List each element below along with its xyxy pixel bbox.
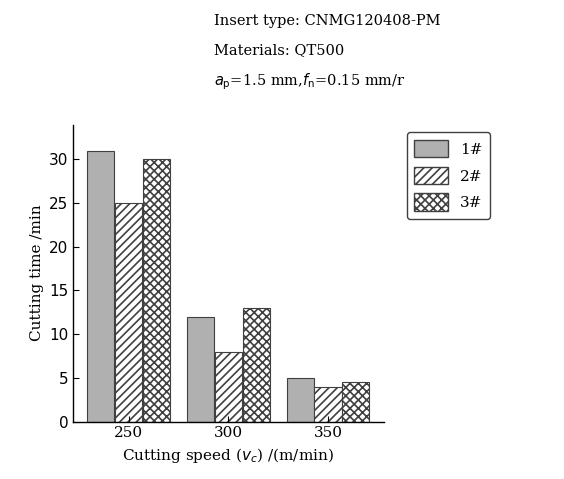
X-axis label: Cutting speed ($v_c$) /(m/min): Cutting speed ($v_c$) /(m/min) xyxy=(122,446,334,465)
Bar xyxy=(215,352,242,422)
Bar xyxy=(87,151,114,422)
Bar xyxy=(315,387,342,422)
Legend: 1#, 2#, 3#: 1#, 2#, 3# xyxy=(407,132,490,219)
Bar xyxy=(115,203,142,422)
Bar xyxy=(187,317,214,422)
Bar xyxy=(287,378,314,422)
Bar xyxy=(342,382,369,422)
Text: Materials: QT500: Materials: QT500 xyxy=(214,43,345,57)
Text: Insert type: CNMG120408-PM: Insert type: CNMG120408-PM xyxy=(214,14,441,28)
Bar xyxy=(243,308,270,422)
Y-axis label: Cutting time /min: Cutting time /min xyxy=(29,205,43,342)
Text: $a_{\rm p}$=1.5 mm,$f_{\rm n}$=0.15 mm/r: $a_{\rm p}$=1.5 mm,$f_{\rm n}$=0.15 mm/r xyxy=(214,72,406,92)
Bar xyxy=(143,160,170,422)
